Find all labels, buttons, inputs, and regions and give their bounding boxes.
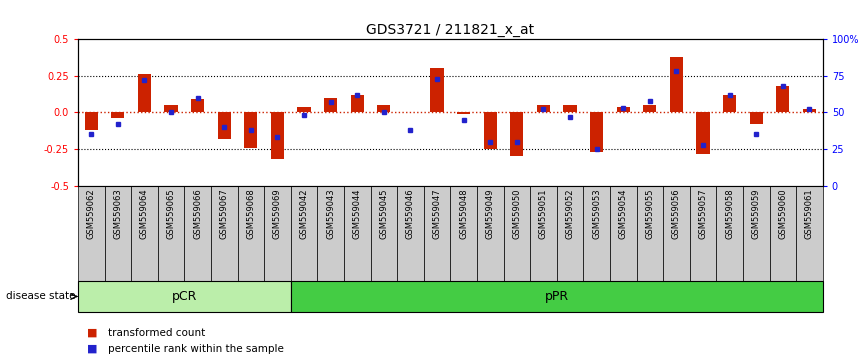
Bar: [271, 113, 284, 159]
Text: GSM559056: GSM559056: [672, 189, 681, 239]
Text: GSM559063: GSM559063: [113, 189, 122, 239]
Bar: [184, 186, 211, 281]
Text: GSM559067: GSM559067: [220, 189, 229, 239]
Bar: [617, 107, 630, 113]
Bar: [397, 186, 423, 281]
Bar: [663, 186, 689, 281]
Bar: [669, 57, 683, 113]
Bar: [483, 113, 497, 149]
Bar: [324, 98, 337, 113]
Bar: [457, 113, 470, 114]
Bar: [450, 186, 477, 281]
Bar: [689, 186, 716, 281]
Text: GSM559044: GSM559044: [352, 189, 362, 239]
Bar: [723, 95, 736, 113]
Text: GSM559049: GSM559049: [486, 189, 494, 239]
Bar: [430, 68, 443, 113]
Bar: [716, 186, 743, 281]
Text: GSM559058: GSM559058: [725, 189, 734, 239]
Bar: [165, 105, 178, 113]
Text: pPR: pPR: [545, 290, 569, 303]
Bar: [557, 186, 584, 281]
Bar: [796, 186, 823, 281]
Bar: [643, 105, 656, 113]
Bar: [537, 105, 550, 113]
Text: GSM559069: GSM559069: [273, 189, 282, 239]
Text: GSM559052: GSM559052: [565, 189, 574, 239]
Bar: [637, 186, 663, 281]
Bar: [776, 86, 790, 113]
Bar: [750, 113, 763, 124]
Bar: [264, 186, 291, 281]
Text: GSM559066: GSM559066: [193, 189, 202, 239]
Text: ■: ■: [87, 328, 97, 338]
Bar: [191, 99, 204, 113]
Bar: [217, 113, 231, 139]
Text: GSM559053: GSM559053: [592, 189, 601, 239]
Bar: [590, 113, 604, 152]
Text: percentile rank within the sample: percentile rank within the sample: [108, 344, 284, 354]
Text: GSM559048: GSM559048: [459, 189, 469, 239]
Bar: [85, 113, 98, 130]
Bar: [138, 74, 151, 113]
Bar: [111, 113, 125, 118]
Bar: [237, 186, 264, 281]
Bar: [371, 186, 397, 281]
Text: GSM559065: GSM559065: [166, 189, 176, 239]
Text: GSM559064: GSM559064: [140, 189, 149, 239]
Text: pCR: pCR: [171, 290, 197, 303]
Bar: [564, 105, 577, 113]
Text: ■: ■: [87, 344, 97, 354]
Bar: [291, 281, 823, 312]
Bar: [105, 186, 131, 281]
Bar: [78, 186, 105, 281]
Text: GSM559045: GSM559045: [379, 189, 388, 239]
Bar: [803, 109, 816, 113]
Bar: [423, 186, 450, 281]
Text: GSM559050: GSM559050: [513, 189, 521, 239]
Text: transformed count: transformed count: [108, 328, 205, 338]
Bar: [291, 186, 317, 281]
Text: GSM559042: GSM559042: [300, 189, 308, 239]
Title: GDS3721 / 211821_x_at: GDS3721 / 211821_x_at: [366, 23, 534, 36]
Bar: [477, 186, 503, 281]
Bar: [378, 105, 391, 113]
Bar: [610, 186, 637, 281]
Bar: [770, 186, 796, 281]
Text: GSM559054: GSM559054: [618, 189, 628, 239]
Bar: [131, 186, 158, 281]
Text: GSM559055: GSM559055: [645, 189, 655, 239]
Bar: [510, 113, 523, 156]
Bar: [584, 186, 610, 281]
Text: GSM559043: GSM559043: [326, 189, 335, 239]
Bar: [158, 186, 184, 281]
Bar: [78, 281, 291, 312]
Bar: [530, 186, 557, 281]
Bar: [351, 95, 364, 113]
Bar: [297, 107, 311, 113]
Bar: [317, 186, 344, 281]
Text: GSM559059: GSM559059: [752, 189, 760, 239]
Bar: [244, 113, 257, 148]
Text: GSM559060: GSM559060: [779, 189, 787, 239]
Bar: [743, 186, 770, 281]
Bar: [344, 186, 371, 281]
Text: GSM559061: GSM559061: [805, 189, 814, 239]
Text: GSM559046: GSM559046: [406, 189, 415, 239]
Bar: [211, 186, 237, 281]
Text: GSM559047: GSM559047: [432, 189, 442, 239]
Text: GSM559068: GSM559068: [246, 189, 255, 239]
Text: GSM559062: GSM559062: [87, 189, 96, 239]
Bar: [503, 186, 530, 281]
Text: disease state: disease state: [6, 291, 75, 302]
Text: GSM559051: GSM559051: [539, 189, 548, 239]
Bar: [696, 113, 709, 154]
Text: GSM559057: GSM559057: [699, 189, 708, 239]
